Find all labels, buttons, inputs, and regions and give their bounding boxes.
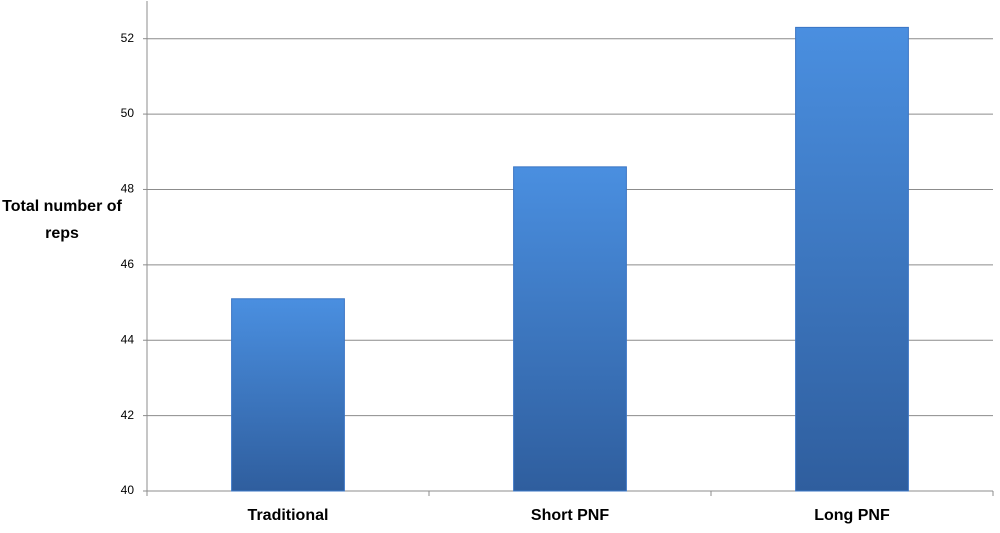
x-tick-label: Traditional <box>248 507 329 524</box>
y-tick-label: 48 <box>121 182 135 196</box>
y-tick-label: 46 <box>121 257 135 271</box>
y-tick-label: 44 <box>121 332 135 346</box>
bar <box>231 298 345 492</box>
bar <box>795 26 909 492</box>
y-tick-label: 50 <box>121 106 135 120</box>
y-axis-label: Total number of reps <box>2 198 122 242</box>
y-tick-label: 52 <box>121 31 135 45</box>
bar <box>513 166 627 492</box>
y-tick-label: 40 <box>121 483 135 497</box>
y-tick-label: 42 <box>121 408 135 422</box>
x-tick-label: Short PNF <box>531 507 609 524</box>
x-tick-label: Long PNF <box>814 507 890 524</box>
